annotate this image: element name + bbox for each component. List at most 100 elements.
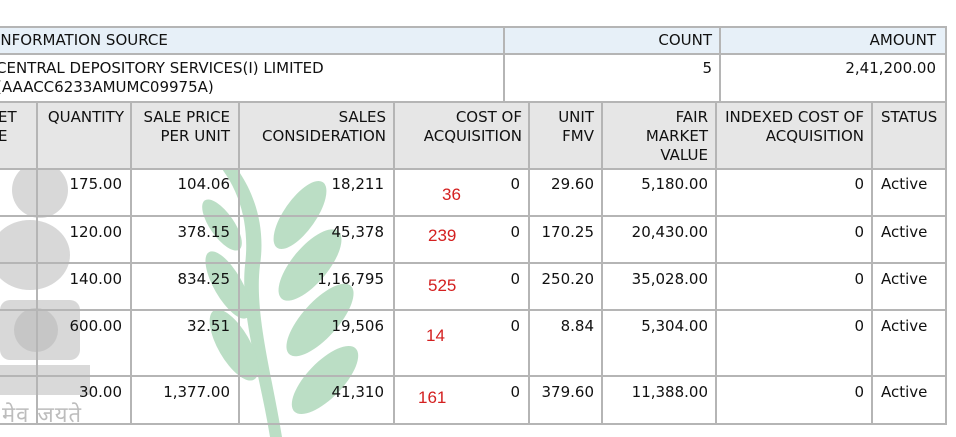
col-cost-line2: ACQUISITION: [423, 127, 522, 145]
col-indexed-cost: INDEXED COST OF ACQUISITION: [718, 108, 864, 146]
row4-sales-consideration: 19,506: [331, 317, 385, 335]
source-count: 5: [702, 59, 712, 77]
row1-status: Active: [881, 175, 928, 193]
row3-handwritten-note: 525: [428, 276, 457, 295]
row4-sale-price: 32.51: [187, 317, 230, 335]
col-unit-fmv: UNIT FMV: [530, 108, 594, 146]
col-asset-type-line1: ET: [0, 108, 17, 126]
summary-header-count: COUNT: [658, 31, 712, 49]
grid-line-v: [715, 101, 717, 425]
grid-line-h: [0, 101, 947, 103]
grid-line-h: [0, 215, 947, 217]
row5-handwritten-note: 161: [418, 388, 447, 407]
grid-line-h: [0, 262, 947, 264]
row1-cost: 0: [510, 175, 520, 193]
grid-line-v: [238, 101, 240, 425]
col-asset-type: ET E: [0, 108, 28, 146]
col-fair-market-value: FAIR MARKET VALUE: [604, 108, 708, 165]
summary-header-amount: AMOUNT: [869, 31, 936, 49]
grid-line-v: [528, 101, 530, 425]
grid-line-v: [503, 26, 505, 101]
summary-header-amount-bg: [720, 27, 946, 53]
grid-line-h: [0, 26, 947, 28]
row4-quantity: 600.00: [69, 317, 123, 335]
row2-sale-price: 378.15: [177, 223, 231, 241]
grid-line-h: [0, 309, 947, 311]
summary-header-source-bg: [0, 27, 504, 53]
row4-fmv: 5,304.00: [641, 317, 708, 335]
row4-status: Active: [881, 317, 928, 335]
row2-indexed-cost: 0: [854, 223, 864, 241]
grid-line-v: [945, 26, 947, 425]
source-amount: 2,41,200.00: [845, 59, 936, 77]
col-sales-consideration-line1: SALES: [338, 108, 386, 126]
col-cost-of-acquisition: COST OF ACQUISITION: [396, 108, 522, 146]
row2-sales-consideration: 45,378: [331, 223, 385, 241]
col-sale-price-line2: PER UNIT: [160, 127, 231, 145]
row3-indexed-cost: 0: [854, 270, 864, 288]
col-cost-line1: COST OF: [455, 108, 522, 126]
row3-sales-consideration: 1,16,795: [317, 270, 384, 288]
col-quantity: QUANTITY: [47, 108, 124, 126]
grid-line-v: [393, 101, 395, 425]
col-sale-price: SALE PRICE PER UNIT: [132, 108, 230, 146]
col-indexed-line2: ACQUISITION: [765, 127, 864, 145]
row2-unit-fmv: 170.25: [541, 223, 595, 241]
row3-cost: 0: [510, 270, 520, 288]
col-fmv-line3: VALUE: [660, 146, 708, 164]
row2-handwritten-note: 239: [428, 226, 457, 245]
grid-line-v: [601, 101, 603, 425]
col-unit-fmv-line1: UNIT: [558, 108, 594, 126]
row5-sales-consideration: 41,310: [331, 383, 385, 401]
row4-unit-fmv: 8.84: [560, 317, 594, 335]
row4-indexed-cost: 0: [854, 317, 864, 335]
row3-fmv: 35,028.00: [631, 270, 708, 288]
col-status: STATUS: [881, 108, 938, 126]
col-sale-price-line1: SALE PRICE: [143, 108, 230, 126]
row4-handwritten-note: 14: [426, 326, 445, 345]
row1-handwritten-note: 36: [442, 185, 461, 204]
col-unit-fmv-line2: FMV: [562, 127, 594, 145]
grid-line-h: [0, 53, 947, 55]
row5-fmv: 11,388.00: [631, 383, 708, 401]
grid-line-v: [36, 101, 38, 425]
row5-sale-price: 1,377.00: [163, 383, 230, 401]
source-id: (AAACC6233AMUMC09975A): [0, 78, 214, 96]
row3-sale-price: 834.25: [177, 270, 231, 288]
row3-unit-fmv: 250.20: [541, 270, 595, 288]
row4-cost: 0: [510, 317, 520, 335]
row2-fmv: 20,430.00: [631, 223, 708, 241]
grid-line-v: [871, 101, 873, 425]
grid-line-h: [0, 168, 947, 170]
source-name: CENTRAL DEPOSITORY SERVICES(I) LIMITED: [0, 59, 324, 77]
summary-header-source: INFORMATION SOURCE: [0, 31, 168, 49]
row1-sale-price: 104.06: [177, 175, 231, 193]
col-indexed-line1: INDEXED COST OF: [725, 108, 864, 126]
row1-fmv: 5,180.00: [641, 175, 708, 193]
summary-header-count-bg: [504, 27, 720, 53]
col-asset-type-line2: E: [0, 127, 8, 145]
row5-unit-fmv: 379.60: [541, 383, 595, 401]
column-header-bg: [0, 103, 946, 169]
row5-indexed-cost: 0: [854, 383, 864, 401]
grid-line-h: [0, 423, 947, 425]
row5-status: Active: [881, 383, 928, 401]
row1-unit-fmv: 29.60: [551, 175, 594, 193]
grid-line-h: [0, 375, 947, 377]
row5-quantity: 30.00: [79, 383, 122, 401]
row2-cost: 0: [510, 223, 520, 241]
row1-sales-consideration: 18,211: [331, 175, 385, 193]
row2-quantity: 120.00: [69, 223, 123, 241]
row3-quantity: 140.00: [69, 270, 123, 288]
col-fmv-line1: FAIR: [675, 108, 708, 126]
row3-status: Active: [881, 270, 928, 288]
row1-quantity: 175.00: [69, 175, 123, 193]
grid-line-v: [130, 101, 132, 425]
col-sales-consideration-line2: CONSIDERATION: [262, 127, 386, 145]
row1-indexed-cost: 0: [854, 175, 864, 193]
row5-cost: 0: [510, 383, 520, 401]
row2-status: Active: [881, 223, 928, 241]
col-sales-consideration: SALES CONSIDERATION: [240, 108, 386, 146]
grid-line-v: [719, 26, 721, 101]
